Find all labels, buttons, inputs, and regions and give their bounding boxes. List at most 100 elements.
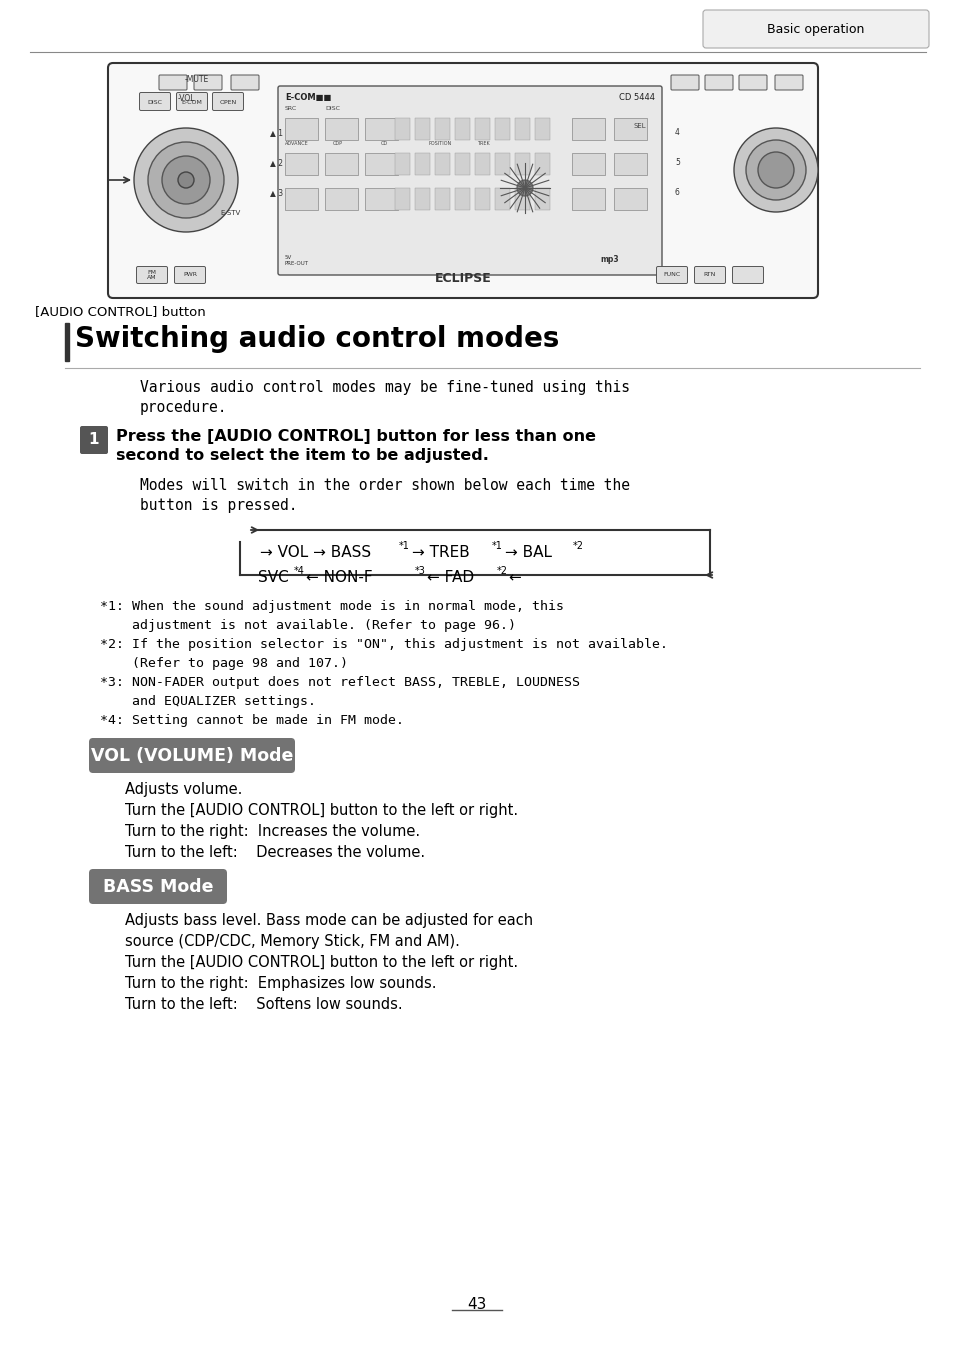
FancyBboxPatch shape — [656, 267, 687, 283]
Text: 5V
PRE-OUT: 5V PRE-OUT — [285, 255, 309, 266]
Text: *2: If the position selector is "ON", this adjustment is not available.: *2: If the position selector is "ON", th… — [100, 638, 667, 650]
Bar — [515, 118, 530, 140]
Text: Basic operation: Basic operation — [766, 23, 863, 35]
FancyBboxPatch shape — [739, 75, 766, 89]
Bar — [455, 118, 470, 140]
FancyBboxPatch shape — [325, 153, 357, 175]
Bar — [455, 153, 470, 175]
Text: FM
AM: FM AM — [147, 270, 156, 280]
Circle shape — [745, 140, 805, 201]
Text: Turn to the right:  Increases the volume.: Turn to the right: Increases the volume. — [125, 824, 419, 839]
FancyBboxPatch shape — [139, 92, 171, 111]
FancyBboxPatch shape — [193, 75, 222, 89]
Bar — [435, 153, 450, 175]
Bar — [395, 118, 410, 140]
FancyBboxPatch shape — [80, 425, 108, 454]
Text: ▲ 1: ▲ 1 — [270, 127, 283, 137]
Text: *3: NON-FADER output does not reflect BASS, TREBLE, LOUDNESS: *3: NON-FADER output does not reflect BA… — [100, 676, 579, 688]
Text: Turn to the left:    Decreases the volume.: Turn to the left: Decreases the volume. — [125, 846, 425, 860]
FancyBboxPatch shape — [572, 188, 604, 210]
Circle shape — [517, 180, 533, 196]
FancyBboxPatch shape — [670, 75, 699, 89]
FancyBboxPatch shape — [365, 118, 397, 140]
FancyBboxPatch shape — [89, 738, 294, 772]
FancyBboxPatch shape — [694, 267, 724, 283]
Text: 43: 43 — [467, 1297, 486, 1312]
Bar — [535, 118, 550, 140]
Text: TREK: TREK — [476, 141, 489, 146]
FancyBboxPatch shape — [572, 153, 604, 175]
Bar — [435, 118, 450, 140]
Text: 5: 5 — [675, 159, 679, 167]
Text: OPEN: OPEN — [219, 99, 236, 104]
Text: Turn to the left:    Softens low sounds.: Turn to the left: Softens low sounds. — [125, 997, 402, 1012]
Bar — [435, 188, 450, 210]
Bar — [475, 188, 490, 210]
Text: *1: *1 — [492, 541, 502, 551]
FancyBboxPatch shape — [614, 118, 646, 140]
Bar — [415, 188, 430, 210]
Text: Turn the [AUDIO CONTROL] button to the left or right.: Turn the [AUDIO CONTROL] button to the l… — [125, 955, 517, 970]
Text: BASS Mode: BASS Mode — [103, 878, 213, 896]
Text: 1: 1 — [89, 432, 99, 447]
Text: *1: *1 — [398, 541, 410, 551]
FancyBboxPatch shape — [614, 188, 646, 210]
FancyBboxPatch shape — [285, 118, 317, 140]
Circle shape — [162, 156, 210, 205]
Bar — [415, 153, 430, 175]
Text: CD 5444: CD 5444 — [618, 93, 655, 102]
Text: PWR: PWR — [183, 272, 196, 278]
Text: and EQUALIZER settings.: and EQUALIZER settings. — [100, 695, 315, 709]
Text: ← FAD: ← FAD — [427, 570, 474, 585]
Text: CD: CD — [380, 141, 388, 146]
Text: Various audio control modes may be fine-tuned using this: Various audio control modes may be fine-… — [140, 379, 629, 396]
Text: → TREB: → TREB — [412, 545, 469, 560]
Text: procedure.: procedure. — [140, 400, 227, 415]
Bar — [515, 153, 530, 175]
Text: → BAL: → BAL — [504, 545, 552, 560]
Text: *4: Setting cannot be made in FM mode.: *4: Setting cannot be made in FM mode. — [100, 714, 403, 728]
FancyBboxPatch shape — [572, 118, 604, 140]
Text: Adjusts bass level. Bass mode can be adjusted for each: Adjusts bass level. Bass mode can be adj… — [125, 913, 533, 928]
FancyBboxPatch shape — [159, 75, 187, 89]
FancyBboxPatch shape — [704, 75, 732, 89]
Circle shape — [133, 127, 237, 232]
FancyBboxPatch shape — [176, 92, 208, 111]
Text: Press the [AUDIO CONTROL] button for less than one: Press the [AUDIO CONTROL] button for les… — [116, 430, 596, 444]
Bar — [495, 153, 510, 175]
Text: Adjusts volume.: Adjusts volume. — [125, 782, 242, 797]
Text: DISC: DISC — [325, 106, 339, 111]
Text: ▲ 3: ▲ 3 — [270, 188, 283, 196]
FancyBboxPatch shape — [365, 153, 397, 175]
FancyBboxPatch shape — [365, 188, 397, 210]
FancyBboxPatch shape — [285, 153, 317, 175]
Text: mp3: mp3 — [599, 255, 618, 264]
Text: Turn the [AUDIO CONTROL] button to the left or right.: Turn the [AUDIO CONTROL] button to the l… — [125, 804, 517, 818]
FancyBboxPatch shape — [277, 85, 661, 275]
Text: SVC: SVC — [257, 570, 289, 585]
FancyBboxPatch shape — [108, 62, 817, 298]
Circle shape — [148, 142, 224, 218]
Circle shape — [178, 172, 193, 188]
Text: DISC: DISC — [148, 99, 162, 104]
FancyBboxPatch shape — [325, 118, 357, 140]
Text: -MUTE: -MUTE — [185, 75, 209, 84]
Text: [AUDIO CONTROL] button: [AUDIO CONTROL] button — [35, 305, 206, 318]
Text: E-COM■■: E-COM■■ — [285, 93, 331, 102]
Text: source (CDP/CDC, Memory Stick, FM and AM).: source (CDP/CDC, Memory Stick, FM and AM… — [125, 934, 459, 948]
Text: VOL (VOLUME) Mode: VOL (VOLUME) Mode — [91, 747, 293, 766]
Circle shape — [758, 152, 793, 188]
Bar — [535, 188, 550, 210]
Text: *2: *2 — [573, 541, 583, 551]
Text: adjustment is not available. (Refer to page 96.): adjustment is not available. (Refer to p… — [100, 619, 516, 631]
Text: Switching audio control modes: Switching audio control modes — [75, 325, 558, 354]
Bar — [475, 118, 490, 140]
FancyBboxPatch shape — [285, 188, 317, 210]
FancyBboxPatch shape — [174, 267, 205, 283]
FancyBboxPatch shape — [702, 9, 928, 47]
Text: FUNC: FUNC — [662, 272, 679, 278]
Bar — [515, 188, 530, 210]
FancyBboxPatch shape — [213, 92, 243, 111]
Circle shape — [733, 127, 817, 211]
Text: ←: ← — [507, 570, 520, 585]
